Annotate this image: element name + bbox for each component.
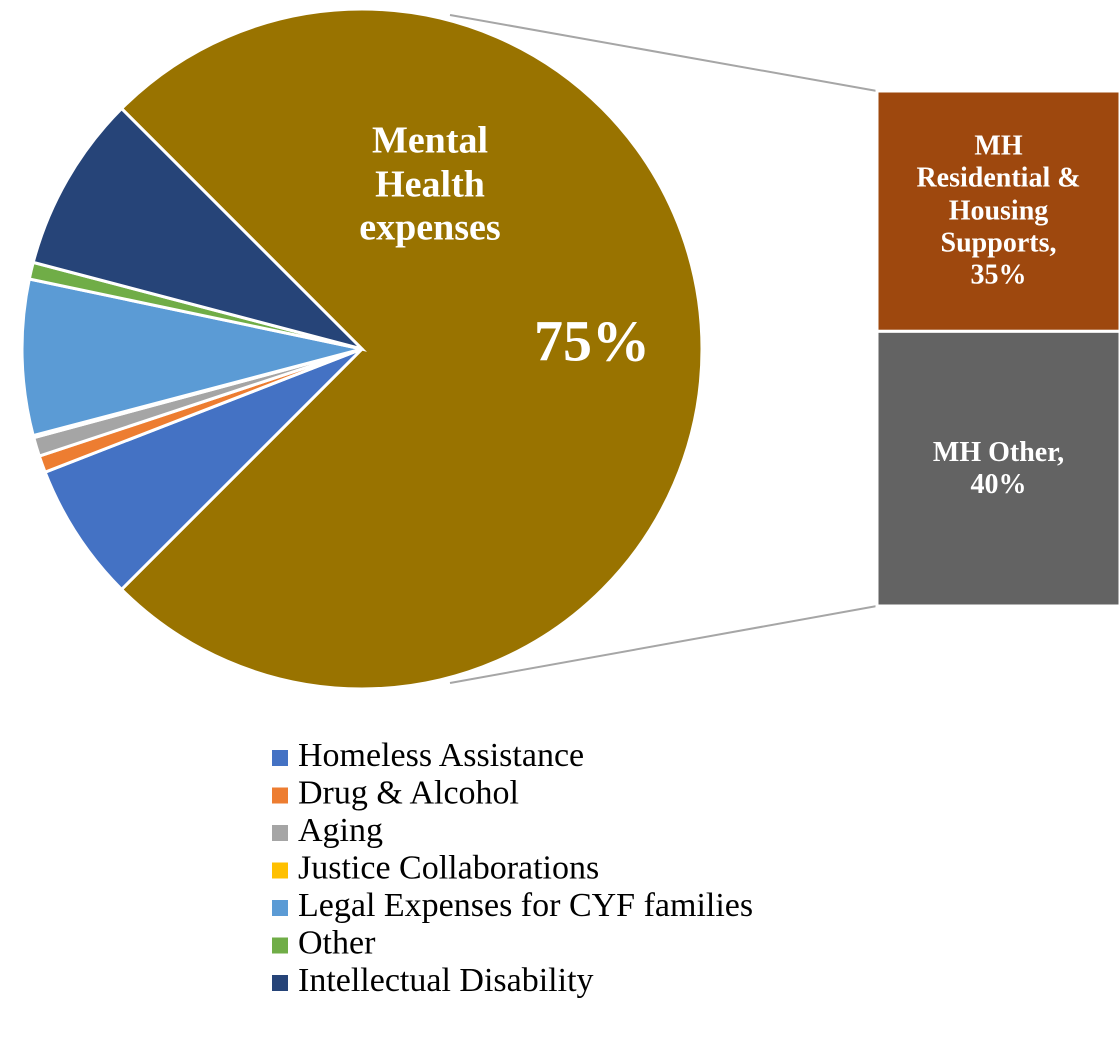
legend-swatch: [272, 787, 288, 804]
legend-swatch: [272, 750, 288, 766]
legend-swatch: [272, 862, 288, 879]
bar-label: MH Other, 40%: [932, 436, 1065, 500]
legend-swatch: [272, 825, 288, 841]
main-value-label: 75%: [534, 308, 650, 374]
legend-swatch: [272, 975, 288, 991]
pie-slice: [20, 277, 363, 438]
bar-segment: [875, 89, 1120, 333]
legend-label: Legal Expenses for CYF families: [298, 887, 753, 924]
main-slice: [119, 7, 704, 691]
legend-swatch: [272, 900, 288, 916]
connector: [449, 605, 878, 684]
legend-label: Homeless Assistance: [298, 737, 584, 774]
legend-label: Drug & Alcohol: [298, 774, 519, 811]
pie-slice: [43, 347, 364, 592]
legend-label: Aging: [298, 812, 383, 849]
main-label: Mental Health expenses: [359, 119, 501, 249]
legend-label: Intellectual Disability: [298, 962, 594, 999]
bar-label: MH Residential & Housing Supports, 35%: [916, 130, 1081, 291]
bar-segment: [875, 329, 1120, 608]
connector: [449, 14, 878, 92]
legend-label: Other: [298, 924, 376, 961]
legend-swatch: [272, 937, 288, 954]
pie-slice: [31, 106, 367, 352]
legend-label: Justice Collaborations: [298, 849, 599, 886]
